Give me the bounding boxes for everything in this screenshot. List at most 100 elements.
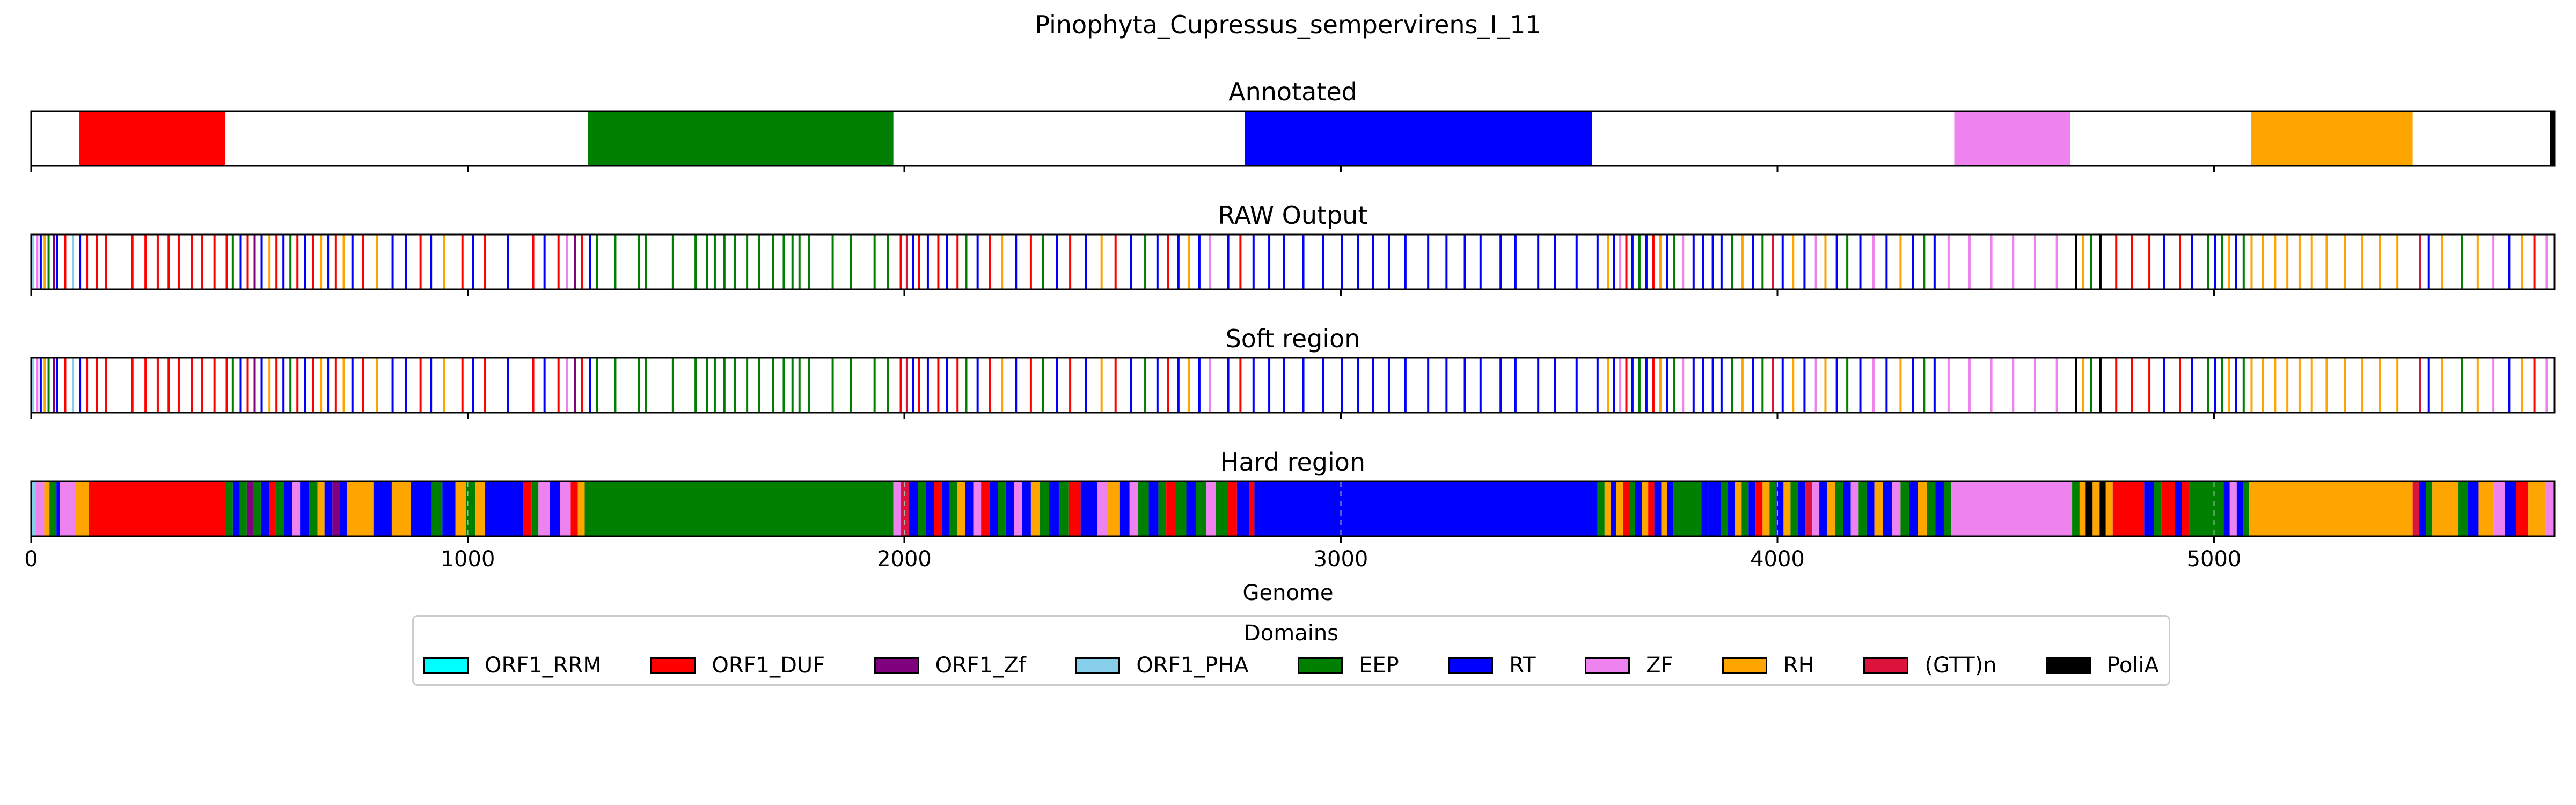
domain-block-rt: [1654, 481, 1662, 536]
legend-item-rt: RT: [1448, 653, 1536, 678]
panel-soft-region: Soft region: [30, 324, 2556, 419]
domain-block-rh: [2251, 111, 2413, 166]
domain-block-rt: [324, 481, 333, 536]
domain-block-eep: [2426, 481, 2433, 536]
domain-block-orf1-duf: [1249, 481, 1255, 536]
domain-block-eep: [1138, 481, 1149, 536]
domain-block-rt: [1119, 481, 1130, 536]
domain-block-rt: [1708, 481, 1721, 536]
legend-label: PoliA: [2107, 653, 2159, 678]
domain-block-rh: [2105, 481, 2113, 536]
domain-block-eep: [1790, 481, 1799, 536]
domain-block-orf1-duf: [934, 481, 942, 536]
domain-block-orf1-duf: [1228, 481, 1237, 536]
domain-block-rh: [2478, 481, 2494, 536]
domain-block-rt: [1022, 481, 1031, 536]
legend-item-orf1-rrm: ORF1_RRM: [423, 653, 602, 678]
legend-swatch: [423, 657, 469, 674]
legend-label: EEP: [1359, 653, 1399, 678]
legend-item-orf1-duf: ORF1_DUF: [650, 653, 825, 678]
domain-block-zf: [560, 481, 571, 536]
domain-block-rh: [957, 481, 965, 536]
domain-block-rh: [391, 481, 411, 536]
domain-block-rt: [941, 481, 950, 536]
domain-block-orf1-zf: [246, 481, 254, 536]
domain-block-rt: [1186, 481, 1196, 536]
domain-block-eep: [1629, 481, 1635, 536]
domain-block-rt: [1798, 481, 1806, 536]
domain-block-zf: [1951, 481, 2073, 536]
domain-block-zf: [60, 481, 75, 536]
domain-block-rt: [284, 481, 292, 536]
domain-block-eep: [2189, 481, 2224, 536]
domain-block-eep: [239, 481, 247, 536]
domain-block-rh: [1735, 481, 1742, 536]
domain-block-eep: [1858, 481, 1867, 536]
domain-block-rt: [1049, 481, 1059, 536]
domain-block-eep: [1673, 481, 1702, 536]
domain-block-zf: [1812, 481, 1820, 536]
domain-block-zf: [1850, 481, 1859, 536]
domain-block-rt: [1819, 481, 1827, 536]
legend-swatch: [2046, 657, 2091, 674]
domain-block-rh: [347, 481, 374, 536]
domain-block-rt: [1909, 481, 1918, 536]
domain-block-eep: [1196, 481, 1206, 536]
domain-block-polia: [2099, 481, 2106, 536]
domain-block-rt: [550, 481, 560, 536]
legend-item-orf1-pha: ORF1_PHA: [1075, 653, 1249, 678]
domain-block-rt: [1635, 481, 1642, 536]
domain-block-zf: [1954, 111, 2070, 166]
domain-block-eep: [431, 481, 443, 536]
legend-label: ORF1_RRM: [485, 653, 602, 678]
domain-block-zf: [1014, 481, 1022, 536]
domain-block-eep: [309, 481, 318, 536]
domain-block-eep: [1175, 481, 1187, 536]
domain-block-zf: [1892, 481, 1901, 536]
domain-block-eep: [1741, 481, 1749, 536]
domain-block-rh: [1604, 481, 1611, 536]
panel-hard-region: Hard region 0 1000 2000 3000 4000 5000: [24, 448, 2556, 572]
domain-block-orf1-duf: [1648, 481, 1655, 536]
domain-block-eep: [918, 481, 926, 536]
x-axis-label: Genome: [1242, 581, 1333, 605]
domain-block-rt: [1005, 481, 1014, 536]
domain-block-rt: [1883, 481, 1892, 536]
panel-frame: [30, 480, 2556, 537]
panel-frame: [30, 357, 2556, 414]
panel-frame: [30, 110, 2556, 167]
domain-block-orf1-duf: [522, 481, 532, 536]
domain-block-eep: [1927, 481, 1936, 536]
domain-block-eep: [49, 481, 57, 536]
domain-block-orf1-duf: [570, 481, 578, 536]
x-tick-label: 4000: [1750, 547, 1805, 572]
legend-item-eep: EEP: [1298, 653, 1399, 678]
domain-block-rt: [1866, 481, 1875, 536]
domain-block-rt: [2175, 481, 2182, 536]
domain-block-rt: [56, 481, 60, 536]
domain-block-zf: [2545, 481, 2555, 536]
domain-block-orf1-zf: [332, 481, 340, 536]
x-tick-label: 3000: [1314, 547, 1368, 572]
domain-block-rt: [1935, 481, 1944, 536]
panel-frame: [30, 233, 2556, 290]
legend-swatch: [1722, 657, 1767, 674]
domain-block-zf: [35, 481, 45, 536]
domain-block-eep: [275, 481, 284, 536]
domain-block-eep: [225, 481, 233, 536]
domain-block-rt: [1080, 481, 1097, 536]
domain-block-rt: [1776, 481, 1784, 536]
legend-title: Domains: [1243, 621, 1339, 646]
domain-block-rh: [1918, 481, 1927, 536]
domain-block-eep: [584, 481, 894, 536]
domain-block-rh: [2528, 481, 2546, 536]
domain-block-rh: [1827, 481, 1835, 536]
x-tick-label: 5000: [2187, 547, 2242, 572]
domain-block-rt: [2468, 481, 2479, 536]
domain-block-rt: [1728, 481, 1735, 536]
domain-block-orf1-duf: [89, 481, 226, 536]
domain-block-eep: [2458, 481, 2468, 536]
legend-item-orf1-zf: ORF1_Zf: [874, 653, 1026, 678]
domain-block-eep: [1158, 481, 1167, 536]
domain-block-rh: [1642, 481, 1649, 536]
